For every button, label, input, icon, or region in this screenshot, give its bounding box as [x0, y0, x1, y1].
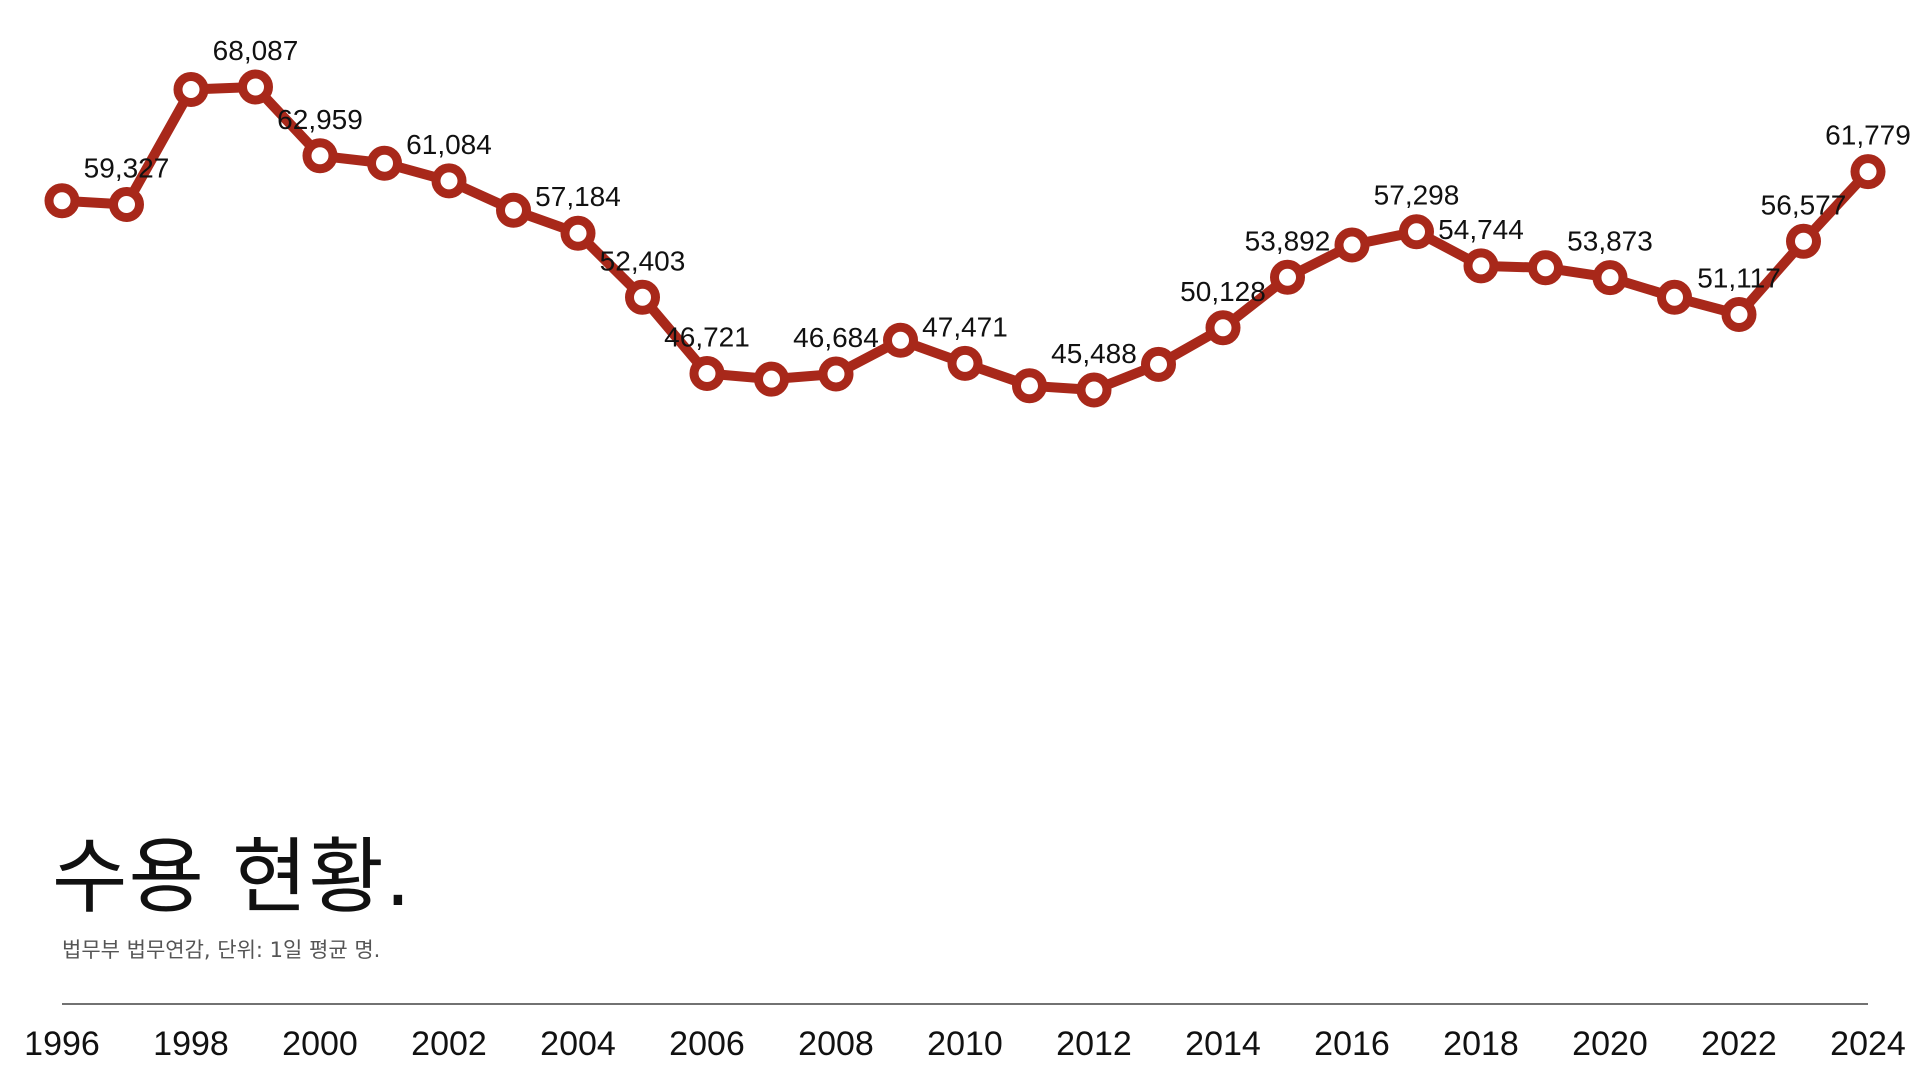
data-point-marker [560, 215, 596, 251]
data-value-label: 53,892 [1245, 225, 1331, 256]
data-point-marker [44, 183, 80, 219]
data-point-marker [1463, 248, 1499, 284]
data-value-label: 61,779 [1825, 120, 1911, 151]
data-point-marker [1657, 279, 1692, 315]
data-point-marker [1076, 372, 1112, 408]
x-tick-labels: 1996 1998 2000 2002 2004 2006 2008 2010 2012 2014… [24, 1025, 1906, 1063]
data-point-marker [1012, 368, 1047, 404]
x-tick-label: 2022 [1701, 1025, 1777, 1063]
data-value-label: 46,721 [664, 322, 750, 353]
data-point-marker [302, 138, 338, 174]
data-value-label: 51,117 [1697, 263, 1781, 294]
x-tick-label: 2004 [540, 1025, 616, 1063]
data-point-marker [1592, 260, 1628, 296]
data-point-marker [496, 192, 531, 228]
data-point-marker [238, 69, 273, 105]
data-value-label: 59,327 [84, 153, 170, 184]
x-tick-label: 2020 [1572, 1025, 1648, 1063]
x-tick-label: 2008 [798, 1025, 874, 1063]
data-value-label: 57,298 [1374, 180, 1460, 211]
data-value-label: 62,959 [277, 104, 363, 135]
data-point-marker [1528, 250, 1563, 286]
data-point-marker [1721, 297, 1757, 332]
x-tick-label: 2010 [927, 1025, 1003, 1063]
data-value-label: 53,873 [1567, 226, 1653, 257]
chart-source: 법무부 법무연감, 단위: 1일 평균 명. [62, 938, 381, 962]
x-tick-label: 2014 [1185, 1025, 1261, 1063]
x-tick-label: 2006 [669, 1025, 745, 1063]
data-point-marker [1205, 310, 1241, 346]
x-tick-label: 2016 [1314, 1025, 1390, 1063]
x-tick-label: 1996 [24, 1025, 100, 1063]
data-value-label: 46,684 [793, 322, 879, 353]
data-value-label: 54,744 [1438, 214, 1524, 245]
data-point-marker [1141, 346, 1176, 382]
data-labels: 59,327 68,087 62,959 61,084 57,184 52,403 46,7… [84, 35, 1911, 369]
data-markers [44, 69, 1886, 408]
data-value-label: 57,184 [535, 181, 621, 212]
x-tick-label: 1998 [153, 1025, 229, 1063]
data-point-marker [367, 145, 402, 181]
data-point-marker [109, 187, 144, 222]
data-value-label: 56,577 [1761, 189, 1847, 220]
data-point-marker [689, 356, 725, 391]
data-value-label: 45,488 [1051, 338, 1137, 369]
data-point-marker [1334, 227, 1370, 263]
x-tick-label: 2024 [1830, 1025, 1906, 1063]
data-point-marker [947, 345, 983, 381]
data-point-marker [1786, 223, 1821, 259]
data-value-label: 50,128 [1180, 276, 1266, 307]
data-value-label: 47,471 [922, 311, 1008, 342]
data-point-marker [431, 163, 467, 199]
data-point-marker [1399, 214, 1434, 250]
x-tick-label: 2012 [1056, 1025, 1132, 1063]
x-tick-label: 2018 [1443, 1025, 1519, 1063]
data-value-label: 68,087 [213, 35, 299, 66]
x-tick-label: 2000 [282, 1025, 358, 1063]
data-point-marker [1850, 154, 1886, 190]
data-point-marker [1270, 259, 1305, 295]
data-point-marker [818, 356, 854, 392]
data-point-marker [625, 279, 660, 315]
x-tick-label: 2002 [411, 1025, 487, 1063]
data-value-label: 52,403 [600, 245, 686, 276]
data-point-marker [754, 361, 789, 397]
data-value-label: 61,084 [406, 129, 492, 160]
data-point-marker [173, 72, 209, 107]
data-point-marker [883, 322, 918, 358]
chart-title: 수용 현황. [52, 830, 412, 925]
